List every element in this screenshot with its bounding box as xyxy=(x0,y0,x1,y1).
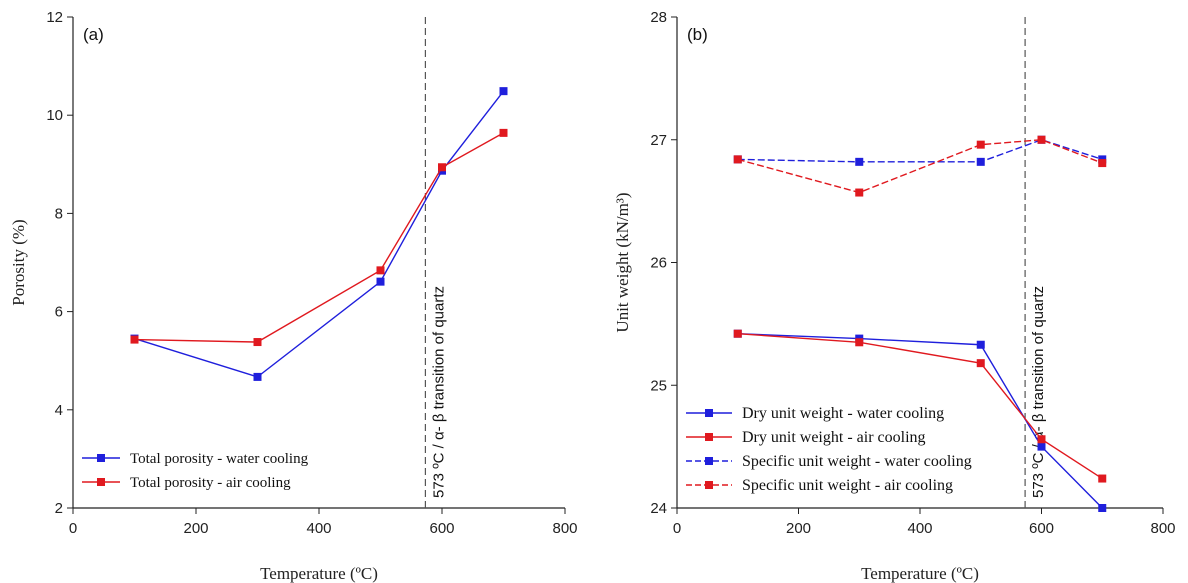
x-tick-label: 0 xyxy=(69,520,77,537)
x-tick-label: 400 xyxy=(907,520,932,537)
legend-marker xyxy=(97,478,105,486)
y-tick-label: 2 xyxy=(55,500,63,517)
panel-label: (a) xyxy=(83,25,104,44)
data-point xyxy=(733,329,742,338)
legend-label: Dry unit weight - air cooling xyxy=(742,429,926,446)
x-tick-label: 800 xyxy=(552,520,577,537)
data-point xyxy=(1098,504,1107,512)
data-point xyxy=(976,140,985,149)
data-point xyxy=(855,188,864,197)
legend-label: Specific unit weight - water cooling xyxy=(742,453,972,470)
legend-label: Specific unit weight - air cooling xyxy=(742,477,953,494)
legend-marker xyxy=(705,481,713,489)
legend-marker xyxy=(97,454,105,462)
x-tick-label: 200 xyxy=(183,520,208,537)
data-point xyxy=(376,277,385,286)
data-point xyxy=(855,157,864,166)
transition-label: 573 ºC / α- β transition of quartz xyxy=(430,286,447,498)
series-line xyxy=(134,132,504,343)
y-tick-label: 8 xyxy=(55,205,63,222)
y-axis-label: Porosity (%) xyxy=(9,219,28,305)
data-point xyxy=(1037,135,1046,144)
transition-label: 573 ºC / α- β transition of quartz xyxy=(1030,286,1047,498)
data-point xyxy=(130,335,139,344)
y-tick-label: 25 xyxy=(650,377,667,394)
y-tick-label: 24 xyxy=(650,500,667,517)
data-point xyxy=(438,163,446,172)
data-point xyxy=(976,359,985,368)
data-point xyxy=(976,340,985,349)
data-point xyxy=(1098,474,1107,483)
y-tick-label: 12 xyxy=(46,9,63,26)
y-tick-label: 28 xyxy=(650,9,667,26)
y-tick-label: 6 xyxy=(55,304,63,321)
legend-label: Total porosity - air cooling xyxy=(130,475,291,491)
series-line xyxy=(737,139,1103,163)
legend-marker xyxy=(705,433,713,441)
data-point xyxy=(1037,442,1046,451)
data-point xyxy=(1098,159,1107,168)
legend-marker xyxy=(705,409,713,417)
x-tick-label: 800 xyxy=(1150,520,1175,537)
y-tick-label: 26 xyxy=(650,255,667,272)
legend-marker xyxy=(705,457,713,465)
x-axis-label: Temperature (ºC) xyxy=(861,564,979,583)
x-axis-label: Temperature (ºC) xyxy=(260,564,378,583)
series-line xyxy=(134,90,505,378)
y-tick-label: 10 xyxy=(46,107,63,124)
legend-label: Total porosity - water cooling xyxy=(130,451,309,467)
x-tick-label: 600 xyxy=(429,520,454,537)
series-line xyxy=(737,139,1103,194)
data-point xyxy=(253,338,262,347)
x-tick-label: 200 xyxy=(786,520,811,537)
x-tick-label: 0 xyxy=(673,520,681,537)
data-point xyxy=(253,372,262,381)
data-point xyxy=(499,87,508,96)
y-tick-label: 27 xyxy=(650,132,667,149)
data-point xyxy=(499,128,508,137)
y-tick-label: 4 xyxy=(55,402,63,419)
x-tick-label: 600 xyxy=(1029,520,1054,537)
legend: Dry unit weight - water cooling Dry unit … xyxy=(686,405,972,494)
data-point xyxy=(855,338,864,347)
data-point xyxy=(376,266,385,275)
chart-panel-1: 0 200 400 600 800 2 4 6 8 10 12 Temperature (ºC) Por… xyxy=(9,9,578,583)
data-point xyxy=(1037,435,1046,444)
chart-panel-2: 0 200 400 600 800 24 25 26 27 28 Temperature (ºC) U… xyxy=(613,9,1176,583)
y-axis-label: Unit weight (kN/m³) xyxy=(613,192,632,332)
data-point xyxy=(976,157,985,166)
x-tick-label: 400 xyxy=(306,520,331,537)
data-point xyxy=(733,155,742,164)
panel-label: (b) xyxy=(687,25,708,44)
legend: Total porosity - water cooling Total poro… xyxy=(82,451,309,491)
legend-label: Dry unit weight - water cooling xyxy=(742,405,944,422)
